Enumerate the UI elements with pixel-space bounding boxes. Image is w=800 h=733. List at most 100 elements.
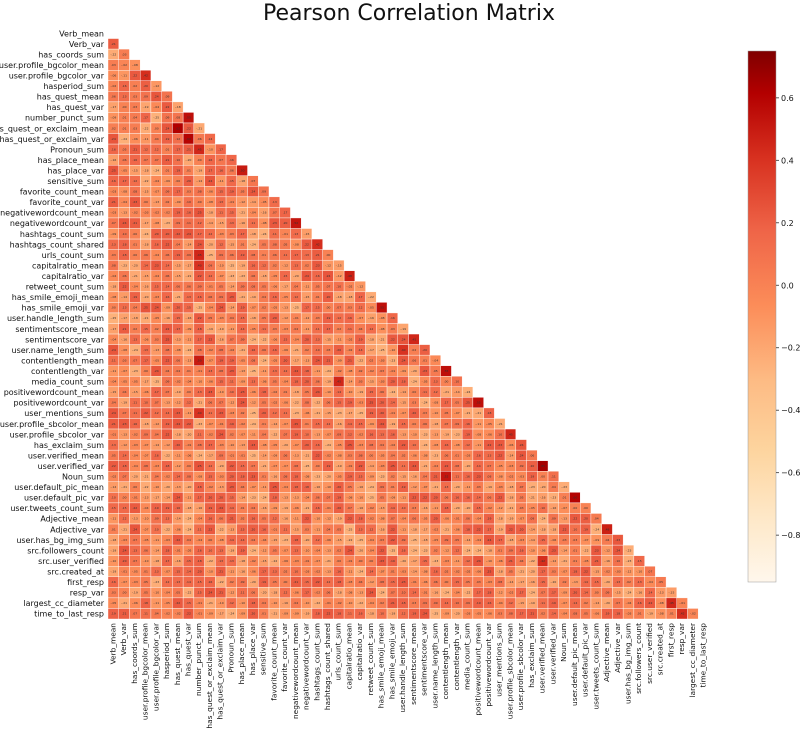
cell-value-label: .25 [369, 401, 374, 405]
y-tick-label: largest_cc_diameter [23, 599, 104, 608]
cell-value-label: -.24 [422, 401, 428, 405]
cell-value-label: -.04 [250, 211, 256, 215]
cell-value-label: .22 [165, 327, 170, 331]
cell-value-label: .10 [540, 506, 545, 510]
cell-value-label: .02 [272, 263, 277, 267]
cell-value-label: .07 [132, 612, 137, 616]
cell-value-label: -.12 [175, 401, 181, 405]
cell-value-label: .05 [261, 517, 266, 521]
cell-value-label: -.11 [314, 527, 320, 531]
cell-value-label: .00 [283, 580, 288, 584]
cell-value-label: -.16 [196, 506, 202, 510]
cell-value-label: -.21 [293, 348, 299, 352]
cell-value-label: -.22 [143, 485, 149, 489]
cell-value-label: .19 [465, 432, 470, 436]
cell-value-label: -.06 [486, 432, 492, 436]
cell-value-label: -.24 [529, 591, 535, 595]
cell-value-label: .10 [411, 443, 416, 447]
cell-value-label: -.03 [282, 327, 288, 331]
cell-value-label: .04 [551, 485, 556, 489]
cell-value-label: -.06 [250, 390, 256, 394]
cell-value-label: .11 [197, 527, 202, 531]
cell-value-label: .23 [551, 548, 556, 552]
cell-value-label: .16 [315, 274, 320, 278]
cell-value-label: -.11 [475, 443, 481, 447]
cell-value-label: .14 [240, 327, 245, 331]
y-tick-label: hashtags_count_shared [10, 240, 104, 249]
cell-value-label: -.16 [218, 337, 224, 341]
y-tick-label: user.profile_bgcolor_mean [0, 61, 104, 70]
cell-value-label: .04 [175, 242, 180, 246]
cell-value-label: .23 [229, 369, 234, 373]
cell-value-label: -.05 [422, 380, 428, 384]
cell-value-label: -.12 [228, 401, 234, 405]
cell-value-label: -.04 [132, 464, 138, 468]
cell-value-label: .23 [208, 390, 213, 394]
cell-value-label: -.04 [110, 380, 116, 384]
cell-value-label: -.21 [196, 126, 202, 130]
cell-value-label: -.14 [271, 422, 277, 426]
cell-value-label: -.06 [175, 527, 181, 531]
cell-value-label: .08 [369, 443, 374, 447]
colorbar-tick-label: −0.6 [781, 469, 800, 478]
cell-value-label: .12 [315, 538, 320, 542]
cell-value-label: .12 [218, 242, 223, 246]
cell-value-label: .18 [197, 559, 202, 563]
cell-value-label: -.13 [175, 337, 181, 341]
cell-value-label: .18 [293, 485, 298, 489]
cell-value-label: .06 [165, 274, 170, 278]
cell-value-label: -.21 [143, 475, 149, 479]
cell-value-label: .18 [293, 380, 298, 384]
cell-value-label: .22 [165, 105, 170, 109]
cell-value-label: -.17 [153, 496, 159, 500]
cell-value-label: .00 [411, 390, 416, 394]
cell-value-label: -.25 [347, 527, 353, 531]
cell-value-label: -.02 [228, 348, 234, 352]
cell-value-label: .16 [454, 496, 459, 500]
cell-value-label: -.24 [379, 591, 385, 595]
cell-value-label: -.08 [422, 570, 428, 574]
cell-value-label: -.23 [422, 432, 428, 436]
cell-value-label: .16 [465, 496, 470, 500]
cell-value-label: -.21 [186, 274, 192, 278]
cell-value-label: .05 [272, 580, 277, 584]
cell-value-label: -.05 [239, 358, 245, 362]
cell-value-label: .14 [186, 570, 191, 574]
cell-value-label: .00 [111, 306, 116, 310]
cell-value-label: -.12 [325, 263, 331, 267]
cell-value-label: .14 [186, 580, 191, 584]
cell-value-label: .23 [229, 485, 234, 489]
cell-value-label: -.13 [325, 570, 331, 574]
cell-value-label: -.23 [336, 411, 342, 415]
cell-value-label: -.20 [454, 506, 460, 510]
cell-value-label: -.08 [293, 242, 299, 246]
cell-value-label: .16 [208, 580, 213, 584]
cell-value-label: .02 [433, 548, 438, 552]
cell-value-label: -.24 [593, 527, 599, 531]
cell-value-label: -.03 [357, 443, 363, 447]
cell-value-label: .20 [154, 232, 159, 236]
cell-value-label: .09 [444, 538, 449, 542]
cell-value-label: .50 [240, 168, 245, 172]
cell-value-label: .14 [240, 538, 245, 542]
cell-value-label: -.10 [347, 390, 353, 394]
cell-value-label: .18 [315, 612, 320, 616]
cell-value-label: -.23 [250, 496, 256, 500]
cell-value-label: .00 [540, 475, 545, 479]
cell-value-label: .01 [304, 422, 309, 426]
cell-value-label: .06 [218, 517, 223, 521]
cell-value-label: -.12 [497, 506, 503, 510]
cell-value-label: -.18 [293, 390, 299, 394]
cell-value-label: .22 [229, 464, 234, 468]
cell-value-label: -.21 [497, 422, 503, 426]
x-tick-label: positivewordcount_mean [473, 623, 482, 716]
cell-value-label: -.02 [347, 348, 353, 352]
cell-value-label: -.12 [239, 200, 245, 204]
cell-value-label: .25 [465, 401, 470, 405]
cell-value-label: .18 [143, 601, 148, 605]
y-tick-label: hashtags_count_sum [20, 230, 104, 239]
cell-value-label: .21 [111, 200, 116, 204]
cell-value-label: .03 [122, 52, 127, 56]
cell-value-label: .23 [175, 411, 180, 415]
cell-value-label: .07 [336, 306, 341, 310]
